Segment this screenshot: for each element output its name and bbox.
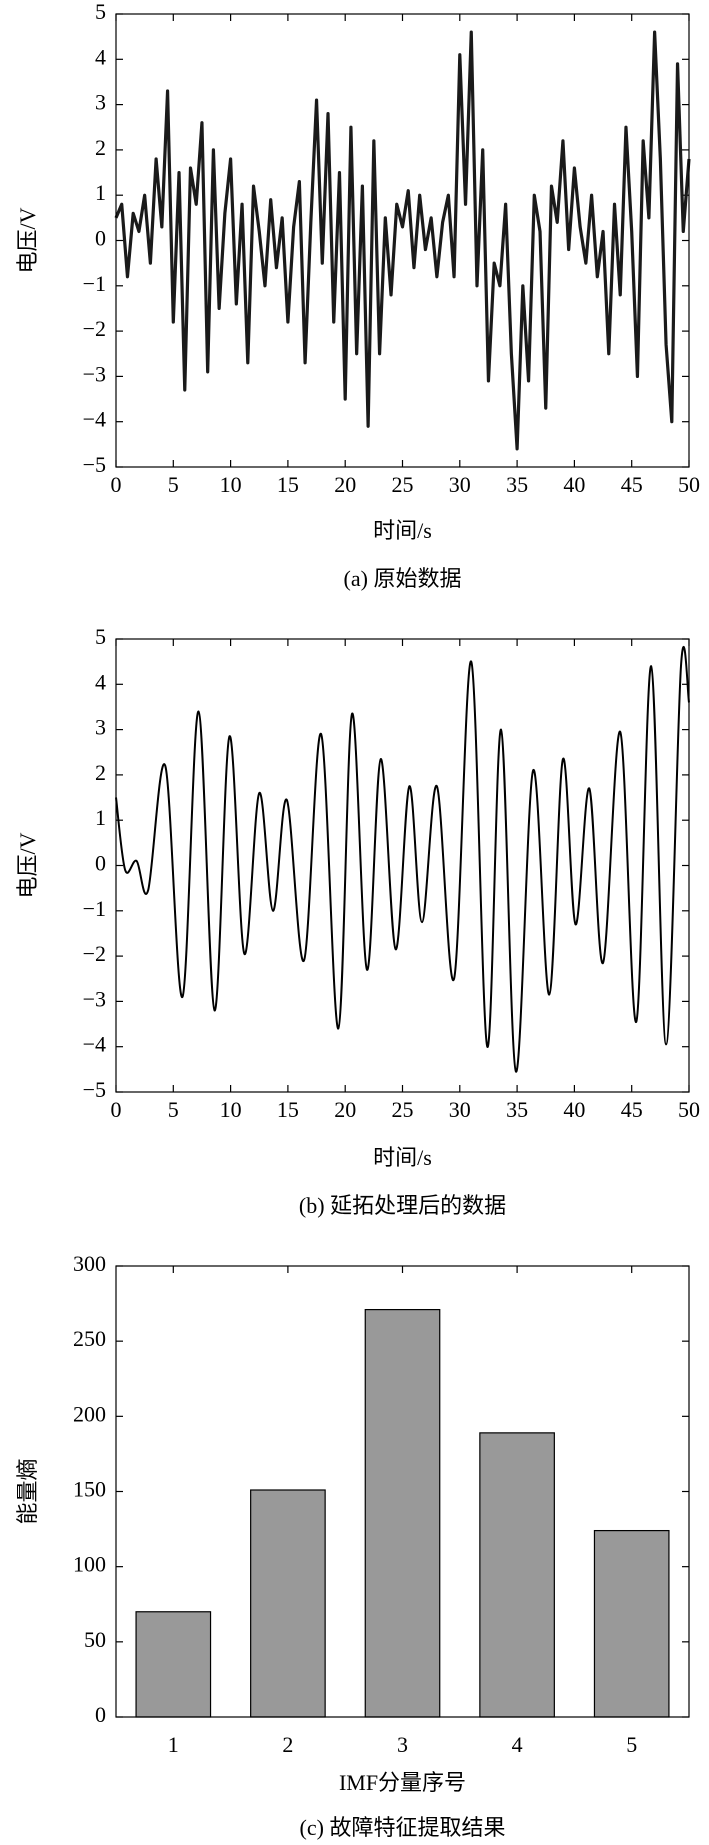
plot-frame	[115, 638, 690, 1093]
x-tick-label: 4	[512, 1732, 523, 1757]
bar	[364, 1308, 441, 1718]
y-tick-label: 5	[95, 0, 106, 24]
y-tick-label: −5	[83, 452, 106, 477]
x-tick-label: 30	[449, 1097, 471, 1122]
y-axis-label: 电压/V	[15, 832, 40, 898]
plot-frame	[115, 1265, 690, 1718]
x-tick-label: 15	[277, 1097, 299, 1122]
y-tick-label: 3	[95, 715, 106, 740]
y-tick-label: 50	[84, 1627, 106, 1652]
x-tick-label: 5	[168, 472, 179, 497]
x-tick-label: 40	[563, 1097, 585, 1122]
data-line	[115, 645, 690, 1073]
bar	[593, 1529, 670, 1718]
y-tick-label: −2	[83, 941, 106, 966]
y-tick-label: 2	[95, 135, 106, 160]
x-tick-label: 10	[220, 1097, 242, 1122]
y-tick-label: −2	[83, 316, 106, 341]
x-axis-label: 时间/s	[373, 1145, 432, 1170]
x-tick-label: 45	[621, 1097, 643, 1122]
y-axis-label: 能量熵	[15, 1458, 40, 1524]
x-tick-label: 0	[111, 472, 122, 497]
x-tick-label: 35	[506, 472, 528, 497]
x-tick-label: 5	[626, 1732, 637, 1757]
y-tick-label: 4	[95, 669, 106, 694]
y-tick-label: −1	[83, 896, 106, 921]
x-tick-label: 10	[220, 472, 242, 497]
y-tick-label: 0	[95, 226, 106, 251]
y-tick-label: 200	[73, 1401, 106, 1426]
x-tick-label: 0	[111, 1097, 122, 1122]
x-tick-label: 45	[621, 472, 643, 497]
y-tick-label: 0	[95, 1702, 106, 1727]
y-tick-label: −1	[83, 271, 106, 296]
y-tick-label: 100	[73, 1552, 106, 1577]
y-tick-label: 3	[95, 90, 106, 115]
x-tick-label: 15	[277, 472, 299, 497]
x-tick-label: 50	[678, 1097, 700, 1122]
y-axis-label: 电压/V	[15, 207, 40, 273]
y-tick-label: 250	[73, 1326, 106, 1351]
y-tick-label: −4	[83, 407, 106, 432]
y-tick-label: 300	[73, 1251, 106, 1276]
caption: (b) 延拓处理后的数据	[299, 1193, 506, 1218]
y-tick-label: 5	[95, 624, 106, 649]
caption: (c) 故障特征提取结果	[300, 1815, 506, 1840]
x-axis-label: 时间/s	[373, 518, 432, 543]
bar	[135, 1611, 212, 1718]
y-tick-label: 0	[95, 851, 106, 876]
y-tick-label: 150	[73, 1477, 106, 1502]
x-tick-label: 20	[334, 1097, 356, 1122]
x-tick-label: 20	[334, 472, 356, 497]
y-tick-label: 1	[95, 805, 106, 830]
y-tick-label: 4	[95, 44, 106, 69]
x-tick-label: 50	[678, 472, 700, 497]
data-line	[114, 30, 691, 451]
caption: (a) 原始数据	[344, 566, 462, 591]
x-axis-label: IMF分量序号	[339, 1770, 466, 1795]
x-tick-label: 25	[392, 472, 414, 497]
x-tick-label: 25	[392, 1097, 414, 1122]
x-tick-label: 30	[449, 472, 471, 497]
x-tick-label: 3	[397, 1732, 408, 1757]
x-tick-label: 5	[168, 1097, 179, 1122]
bar	[479, 1432, 555, 1718]
x-tick-label: 2	[282, 1732, 293, 1757]
y-tick-label: 1	[95, 180, 106, 205]
y-tick-label: −5	[83, 1077, 106, 1102]
y-tick-label: −3	[83, 361, 106, 386]
x-tick-label: 35	[506, 1097, 528, 1122]
y-tick-label: 2	[95, 760, 106, 785]
bar	[250, 1489, 326, 1718]
plot-frame	[115, 13, 690, 468]
y-tick-label: −3	[83, 986, 106, 1011]
x-tick-label: 1	[168, 1732, 179, 1757]
y-tick-label: −4	[83, 1032, 106, 1057]
x-tick-label: 40	[563, 472, 585, 497]
